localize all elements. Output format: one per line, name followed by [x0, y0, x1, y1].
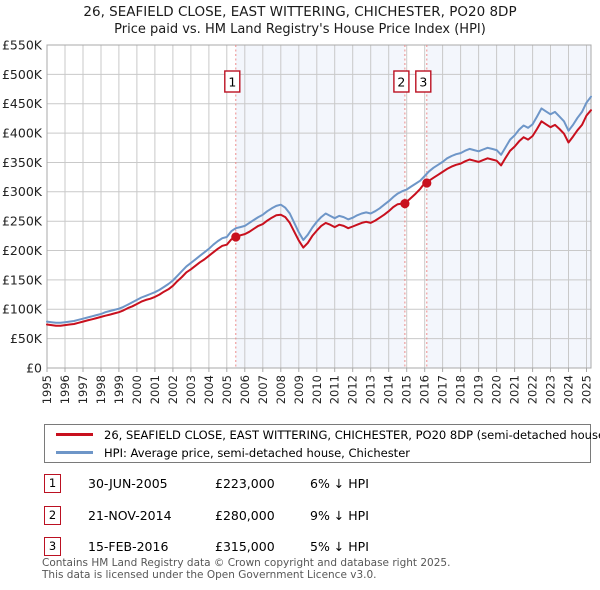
x-tick-label: 2021 — [508, 375, 522, 404]
sale-date: 30-JUN-2005 — [88, 476, 168, 491]
y-tick-label: £400K — [2, 126, 43, 141]
sale-point-marker — [231, 232, 241, 242]
y-tick-label: £300K — [2, 184, 43, 199]
x-tick-label: 2025 — [580, 375, 594, 404]
sale-price: £315,000 — [215, 539, 275, 554]
x-tick-label: 2002 — [166, 375, 180, 404]
x-tick-label: 1999 — [112, 375, 126, 404]
page-title: 26, SEAFIELD CLOSE, EAST WITTERING, CHIC… — [83, 4, 517, 20]
copyright-line: Contains HM Land Registry data © Crown c… — [42, 557, 451, 569]
sale-flag-box — [393, 70, 410, 93]
sale-flag-box — [415, 70, 432, 93]
x-tick-label: 2009 — [292, 375, 306, 404]
legend-line-swatch — [56, 433, 93, 436]
x-tick-label: 2018 — [454, 375, 468, 404]
sale-hpi-delta: 6% ↓ HPI — [310, 476, 369, 491]
legend-item: 26, SEAFIELD CLOSE, EAST WITTERING, CHIC… — [45, 427, 600, 442]
sale-flag-number: 3 — [419, 75, 427, 90]
x-tick-label: 2000 — [130, 375, 144, 404]
shaded-region — [426, 45, 591, 368]
sale-price: £280,000 — [215, 507, 275, 523]
y-tick-label: £500K — [2, 67, 43, 82]
shaded-region — [235, 45, 405, 368]
x-tick-label: 2020 — [490, 375, 504, 404]
legend-label: 26, SEAFIELD CLOSE, EAST WITTERING, CHIC… — [104, 427, 600, 442]
x-tick-label: 2022 — [526, 375, 540, 404]
x-tick-label: 2017 — [436, 375, 450, 404]
x-tick-label: 1995 — [40, 375, 54, 404]
y-tick-label: £450K — [2, 96, 43, 111]
x-tick-label: 1996 — [58, 375, 72, 404]
sale-hpi-delta: 5% ↓ HPI — [310, 539, 369, 554]
x-tick-label: 2001 — [148, 375, 162, 404]
chart-legend: 26, SEAFIELD CLOSE, EAST WITTERING, CHIC… — [44, 424, 600, 463]
sale-date: 21-NOV-2014 — [88, 507, 172, 523]
page-subtitle: Price paid vs. HM Land Registry's House … — [114, 22, 486, 37]
x-tick-label: 2013 — [364, 375, 378, 404]
y-tick-label: £250K — [2, 214, 43, 229]
x-tick-label: 2019 — [472, 375, 486, 404]
y-tick-label: £350K — [2, 155, 43, 170]
sale-point-marker — [400, 199, 410, 209]
x-tick-label: 2016 — [418, 375, 432, 404]
x-tick-label: 2005 — [220, 375, 234, 404]
x-tick-label: 1998 — [94, 375, 108, 404]
sale-point-marker — [422, 178, 432, 188]
y-tick-label: £550K — [2, 38, 43, 52]
x-tick-label: 2006 — [238, 375, 252, 404]
sale-hpi-delta: 9% ↓ HPI — [310, 507, 369, 523]
x-tick-label: 2012 — [346, 375, 360, 404]
sale-flag-box — [224, 70, 241, 93]
x-tick-label: 2004 — [202, 375, 216, 404]
x-tick-label: 2010 — [310, 375, 324, 404]
sale-table-row: 1 30-JUN-2005 £223,000 6% ↓ HPI — [0, 474, 600, 494]
sale-flag-number: 1 — [228, 75, 236, 90]
x-tick-label: 2003 — [184, 375, 198, 404]
x-tick-label: 2008 — [274, 375, 288, 404]
series-line — [46, 95, 592, 324]
price-history-chart: £0 £50K £100K £150K £200K £250K £300K £350K £400… — [0, 37, 600, 428]
legend-label: HPI: Average price, semi-detached house,… — [104, 445, 410, 460]
legend-line-swatch — [56, 451, 93, 454]
sale-table-row: 2 21-NOV-2014 £280,000 9% ↓ HPI — [0, 505, 600, 526]
y-tick-label: £0 — [26, 360, 42, 375]
sale-row-number-badge: 3 — [44, 537, 61, 556]
x-tick-label: 2011 — [328, 375, 342, 404]
x-tick-label: 2023 — [544, 375, 558, 404]
licence-line: This data is licensed under the Open Gov… — [42, 569, 377, 581]
y-tick-label: £200K — [2, 243, 43, 258]
sale-row-number-badge: 2 — [44, 505, 61, 525]
x-tick-label: 1997 — [76, 375, 90, 404]
x-tick-label: 2014 — [382, 375, 396, 404]
sale-table-row: 3 15-FEB-2016 £315,000 5% ↓ HPI — [0, 537, 600, 557]
x-tick-label: 2007 — [256, 375, 270, 404]
series-line — [46, 109, 592, 327]
sale-flag-number: 2 — [397, 75, 405, 90]
y-tick-label: £50K — [10, 331, 43, 346]
sale-row-number-badge: 1 — [44, 474, 61, 493]
sale-price: £223,000 — [215, 476, 275, 491]
y-tick-label: £150K — [2, 272, 43, 287]
x-tick-label: 2024 — [562, 375, 576, 404]
sale-date: 15-FEB-2016 — [88, 539, 169, 554]
legend-item: HPI: Average price, semi-detached house,… — [45, 445, 590, 460]
plot-border — [46, 44, 592, 369]
x-tick-label: 2015 — [400, 375, 414, 404]
y-tick-label: £100K — [2, 302, 43, 317]
